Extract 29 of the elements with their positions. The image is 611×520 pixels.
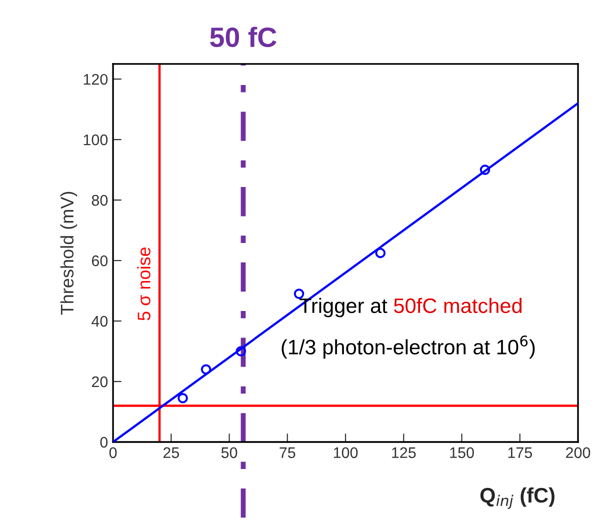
annotation: 50fC matched — [394, 298, 522, 314]
x-tick-label: 50 — [221, 447, 238, 458]
point — [294, 288, 304, 299]
x-tick-label: 75 — [280, 447, 296, 458]
x-tick-label: 25 — [163, 447, 180, 458]
y-tick-label: 60 — [92, 255, 108, 266]
y-tick-label: 0 — [100, 436, 108, 448]
y-tick-label: 80 — [92, 194, 108, 206]
annotation: Trigger at — [299, 298, 388, 318]
y-axis-title: Threshold (mV) — [60, 192, 78, 315]
point — [375, 248, 386, 258]
ref-line-label: 50 fC — [210, 26, 276, 48]
point — [200, 364, 212, 375]
x-axis-title: Q$_{inj}$ (fC) — [480, 487, 554, 509]
y-tick-label: 100 — [84, 134, 108, 146]
x-tick-label: 150 — [450, 447, 474, 458]
y-tick-label: 120 — [84, 74, 108, 85]
point — [236, 346, 246, 356]
x-tick-label: 125 — [392, 447, 416, 458]
x-tick-label: 200 — [566, 447, 590, 458]
y-tick-label: 40 — [92, 316, 108, 327]
ref-line-label: 5 σ noise — [137, 247, 150, 320]
x-tick-label: 100 — [334, 447, 358, 458]
y-tick-label: 20 — [92, 376, 108, 388]
x-tick-label: 175 — [508, 447, 532, 458]
point — [480, 164, 490, 175]
x-tick-label: 0 — [109, 447, 117, 458]
annotation: (1/3 photon-electron at 10$^{6}$) — [282, 336, 535, 359]
point — [178, 393, 188, 404]
